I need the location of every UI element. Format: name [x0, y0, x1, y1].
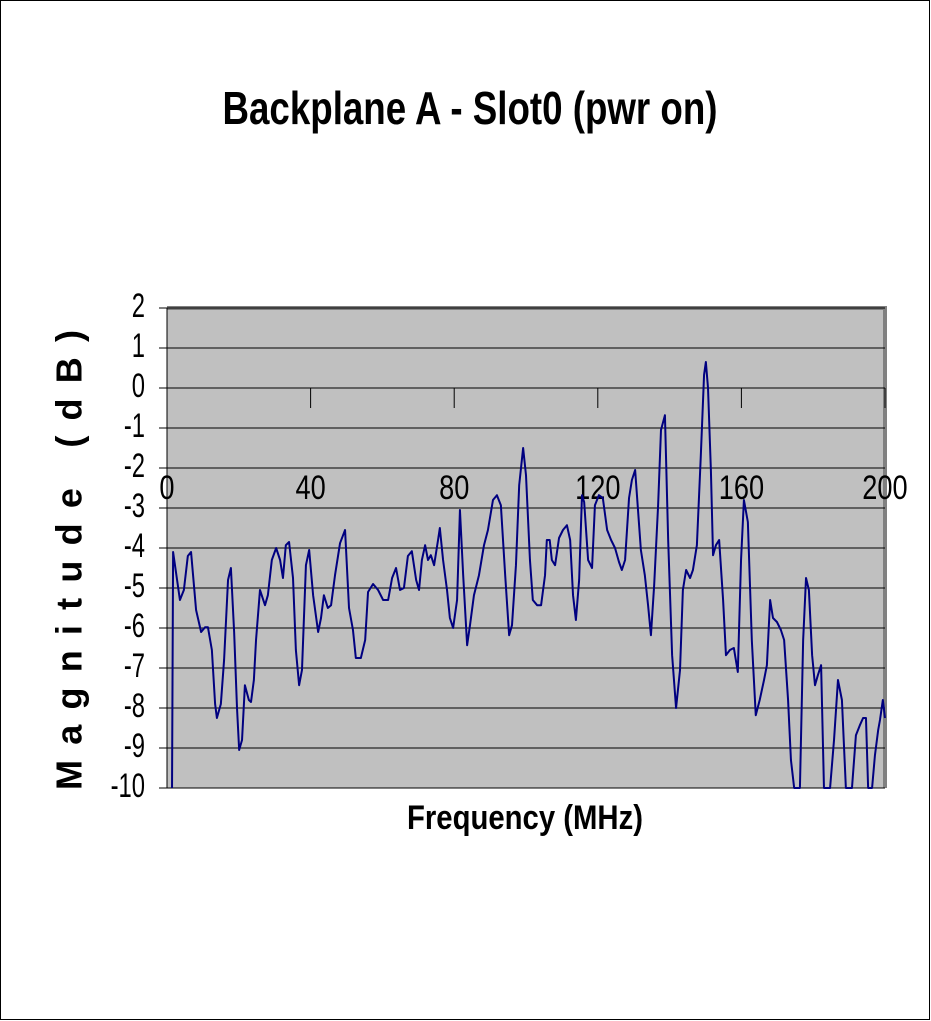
- y-tick-label: -3: [124, 487, 145, 525]
- x-tick-label: 80: [439, 468, 469, 507]
- x-tick-label: 200: [862, 468, 907, 507]
- data-line: [171, 361, 886, 789]
- y-tick-label: -2: [124, 447, 145, 485]
- x-tick-label: 40: [295, 468, 325, 507]
- y-tick-label: -1: [124, 407, 145, 445]
- y-tick-label: -5: [124, 567, 145, 605]
- y-tick-label: -9: [124, 727, 145, 765]
- x-tick-label: 160: [719, 468, 764, 507]
- y-tick-label: -6: [124, 607, 145, 645]
- y-tick-label: 1: [132, 327, 145, 365]
- x-axis-title: Frequency (MHz): [407, 799, 643, 837]
- y-tick-label: 2: [132, 287, 145, 325]
- y-tick-label: -8: [124, 687, 145, 725]
- y-tick-label: 0: [132, 367, 145, 405]
- x-tick-label: 0: [159, 468, 174, 507]
- y-tick-label: -7: [124, 647, 145, 685]
- chart-title: Backplane A - Slot0 (pwr on): [223, 82, 718, 134]
- y-tick-label: -10: [111, 767, 145, 805]
- y-tick-label: -4: [124, 527, 145, 565]
